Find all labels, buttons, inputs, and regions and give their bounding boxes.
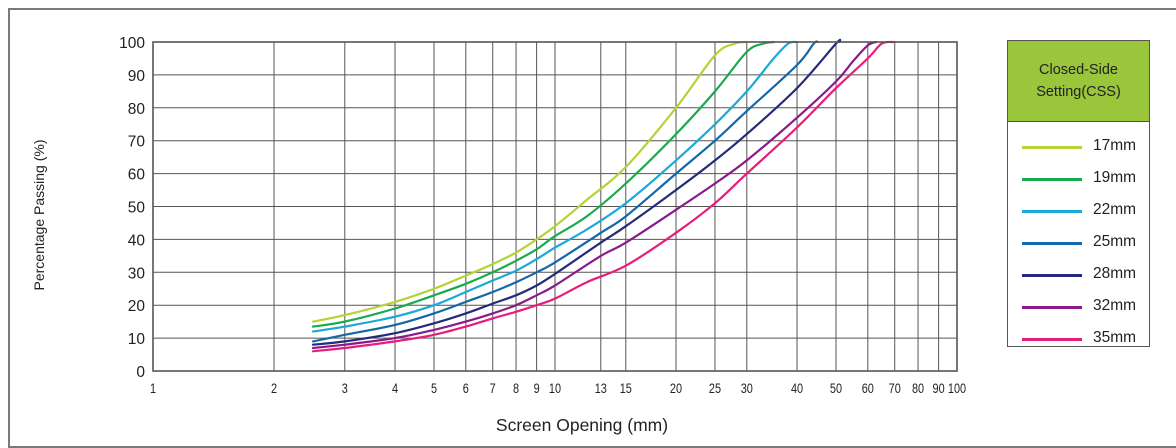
legend-swatch (1022, 178, 1082, 181)
legend-item-22mm: 22mm (1008, 198, 1149, 224)
legend-item-35mm: 35mm (1008, 326, 1149, 352)
x-tick-label: 5 (431, 381, 437, 397)
y-tick-label: 60 (128, 167, 146, 184)
x-tick-label: 20 (670, 381, 682, 397)
legend-swatch (1022, 146, 1082, 149)
x-tick-label: 70 (889, 381, 901, 397)
legend-label: 17mm (1093, 137, 1137, 154)
x-tick-label: 90 (933, 381, 945, 397)
series-lines (311, 38, 896, 353)
x-tick-label: 100 (948, 381, 966, 397)
x-tick-label: 3 (342, 381, 348, 397)
y-tick-label: 80 (128, 101, 146, 118)
x-tick-label: 13 (595, 381, 607, 397)
x-tick-label: 40 (791, 381, 803, 397)
grid (152, 41, 958, 372)
x-tick-label: 6 (463, 381, 469, 397)
series-line-17mm (311, 40, 748, 323)
y-tick-label: 40 (128, 232, 146, 249)
x-tick-label: 50 (830, 381, 842, 397)
legend-item-32mm: 32mm (1008, 294, 1149, 320)
x-tick-label: 2 (271, 381, 277, 397)
series-line-35mm (311, 40, 896, 353)
legend-title-text: Closed-Side Setting(CSS) (1036, 62, 1121, 100)
legend-swatch (1022, 338, 1082, 341)
legend-label: 19mm (1093, 169, 1137, 186)
y-tick-label: 0 (136, 364, 145, 381)
x-tick-label: 8 (513, 381, 519, 397)
legend-item-25mm: 25mm (1008, 230, 1149, 256)
y-tick-label: 30 (128, 265, 146, 282)
legend-title: Closed-Side Setting(CSS) (1008, 41, 1149, 122)
legend-label: 25mm (1093, 233, 1137, 250)
legend-label: 32mm (1093, 297, 1137, 314)
series-line-22mm (311, 40, 799, 333)
x-tick-label: 10 (549, 381, 561, 397)
x-tick-label: 1 (150, 381, 156, 397)
legend-swatch (1022, 242, 1082, 245)
legend: Closed-Side Setting(CSS) 17mm 19mm 22mm 25m… (1007, 40, 1150, 347)
legend-label: 28mm (1093, 265, 1137, 282)
series-line-32mm (311, 40, 878, 350)
legend-swatch (1022, 210, 1082, 213)
x-tick-label: 15 (620, 381, 632, 397)
y-tick-label: 70 (128, 134, 146, 151)
y-tick-label: 20 (128, 298, 146, 315)
y-tick-label: 90 (128, 68, 146, 85)
legend-item-17mm: 17mm (1008, 134, 1149, 160)
x-tick-label: 80 (912, 381, 924, 397)
x-tick-label: 30 (741, 381, 753, 397)
y-tick-label: 100 (119, 35, 145, 52)
y-axis-title: Percentage Passing (%) (31, 140, 47, 291)
x-tick-label: 7 (490, 381, 496, 397)
y-tick-label: 10 (128, 331, 146, 348)
legend-label: 35mm (1093, 329, 1137, 346)
legend-swatch (1022, 274, 1082, 277)
legend-label: 22mm (1093, 201, 1137, 218)
x-tick-label: 60 (862, 381, 874, 397)
x-tick-label: 25 (709, 381, 721, 397)
legend-item-28mm: 28mm (1008, 262, 1149, 288)
x-axis-title: Screen Opening (mm) (496, 415, 668, 435)
series-line-25mm (311, 40, 819, 343)
series-line-19mm (311, 40, 775, 328)
y-tick-label: 50 (128, 200, 146, 217)
x-tick-label: 4 (392, 381, 398, 397)
series-line-28mm (311, 38, 842, 346)
legend-item-19mm: 19mm (1008, 166, 1149, 192)
x-tick-label: 9 (534, 381, 540, 397)
legend-swatch (1022, 306, 1082, 309)
plot-border (152, 41, 958, 372)
